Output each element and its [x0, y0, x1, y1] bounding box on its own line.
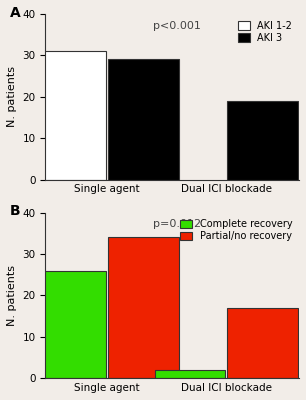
Bar — [35, 51, 106, 180]
Text: B: B — [10, 204, 21, 218]
Text: A: A — [10, 6, 21, 20]
Y-axis label: N. patients: N. patients — [7, 66, 17, 127]
Bar — [35, 270, 106, 378]
Text: p<0.001: p<0.001 — [153, 20, 201, 30]
Bar — [108, 60, 179, 180]
Bar — [155, 370, 225, 378]
Bar — [227, 101, 298, 180]
Legend: Complete recovery, Partial/no recovery: Complete recovery, Partial/no recovery — [178, 218, 294, 243]
Bar — [108, 238, 179, 378]
Y-axis label: N. patients: N. patients — [7, 265, 17, 326]
Bar — [227, 308, 298, 378]
Text: p=0.012: p=0.012 — [153, 219, 201, 229]
Legend: AKI 1-2, AKI 3: AKI 1-2, AKI 3 — [236, 19, 294, 45]
